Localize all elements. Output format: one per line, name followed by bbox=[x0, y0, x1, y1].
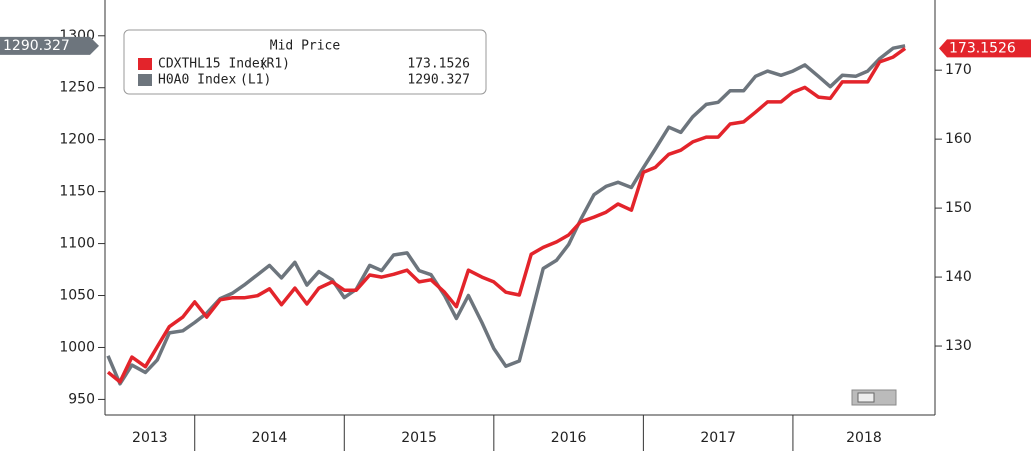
y-tick-label: 1050 bbox=[59, 288, 95, 304]
legend-axis: (R1) bbox=[259, 57, 290, 72]
last-value-label: 1290.327 bbox=[3, 38, 70, 54]
last-value-flag bbox=[0, 36, 99, 55]
legend-value: 173.1526 bbox=[407, 57, 470, 72]
y-tick-label: 1100 bbox=[59, 236, 95, 252]
y2-tick-label: 170 bbox=[945, 62, 972, 78]
zoom-icon[interactable] bbox=[851, 389, 897, 406]
y-tick-label: 1150 bbox=[59, 184, 95, 200]
x-tick-label: 2016 bbox=[551, 430, 587, 446]
x-tick-label: 2015 bbox=[401, 430, 437, 446]
x-tick-label: 2014 bbox=[252, 430, 288, 446]
zoom-icon-glyph[interactable] bbox=[857, 392, 875, 403]
plot bbox=[106, 44, 907, 386]
y-tick-label: 950 bbox=[68, 391, 95, 407]
legend-swatch bbox=[138, 58, 152, 70]
legend-box bbox=[123, 29, 487, 95]
legend-axis: (L1) bbox=[240, 73, 271, 88]
legend: Mid Price CDXTHL15 Index(R1) 173.1526 H0A0… bbox=[123, 29, 487, 95]
legend-title: Mid Price bbox=[270, 39, 341, 54]
x-tick-label: 2017 bbox=[700, 430, 736, 446]
last-value-label: 173.1526 bbox=[949, 40, 1016, 56]
y-tick-label: 1000 bbox=[59, 339, 95, 355]
y2-tick-label: 140 bbox=[945, 269, 972, 285]
x-tick-label: 2018 bbox=[846, 430, 882, 446]
y2-tick-label: 130 bbox=[945, 338, 972, 354]
last-value-flag bbox=[939, 39, 1031, 58]
series-line bbox=[106, 44, 906, 386]
y-tick-label: 1250 bbox=[59, 80, 95, 96]
series-line bbox=[106, 46, 907, 384]
y-tick-label: 1200 bbox=[59, 132, 95, 148]
legend-swatch bbox=[138, 74, 152, 86]
x-tick-label: 2013 bbox=[132, 430, 168, 446]
legend-value: 1290.327 bbox=[407, 73, 470, 88]
legend-name: CDXTHL15 Index bbox=[158, 57, 268, 72]
y2-tick-label: 160 bbox=[945, 131, 972, 147]
legend-name: H0A0 Index bbox=[158, 73, 236, 88]
y2-tick-label: 150 bbox=[945, 200, 972, 216]
